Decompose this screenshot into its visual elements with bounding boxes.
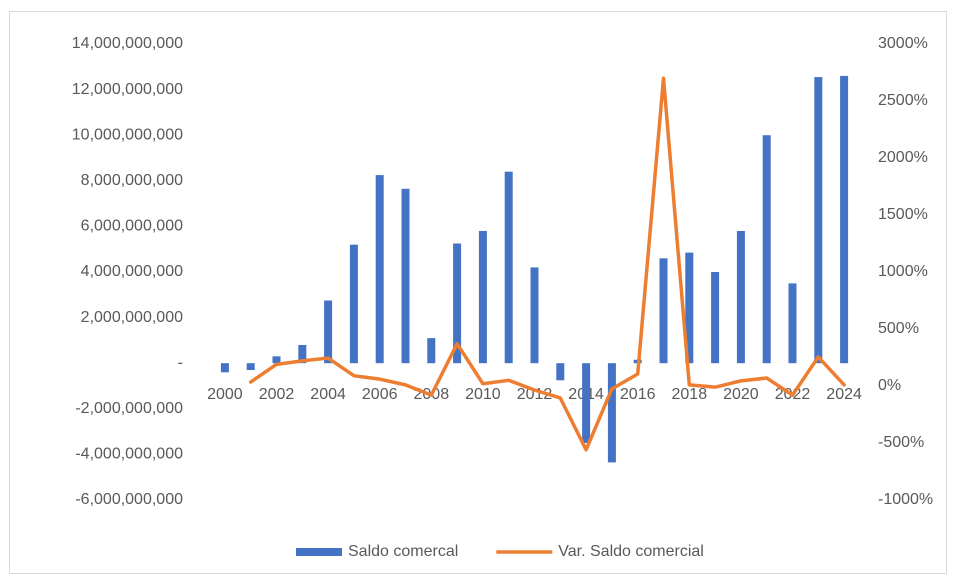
bar — [401, 188, 410, 364]
bar — [788, 283, 797, 364]
bar — [246, 363, 255, 371]
bar — [298, 344, 307, 364]
x-tick-label: 2016 — [620, 386, 656, 403]
y-tick-label: -2,000,000,000 — [75, 400, 183, 417]
y2-tick-label: 0% — [878, 377, 901, 394]
bar — [814, 77, 823, 364]
x-tick-label: 2018 — [672, 386, 708, 403]
legend-label: Saldo comercal — [348, 543, 458, 560]
bar — [582, 363, 591, 443]
bar — [220, 363, 229, 373]
bar — [478, 230, 487, 364]
x-tick-label: 2002 — [259, 386, 295, 403]
bar — [840, 75, 849, 364]
bar — [375, 175, 384, 364]
bar — [607, 363, 616, 463]
y-tick-label: 10,000,000,000 — [72, 126, 183, 143]
y-tick-label: -4,000,000,000 — [75, 446, 183, 463]
bar — [324, 300, 333, 364]
bar — [272, 356, 281, 364]
y-tick-label: 2,000,000,000 — [81, 309, 183, 326]
bar — [659, 258, 668, 364]
y2-tick-label: 1500% — [878, 206, 928, 223]
y2-tick-label: 3000% — [878, 35, 928, 52]
y2-tick-label: -500% — [878, 434, 924, 451]
x-tick-label: 2024 — [826, 386, 862, 403]
bar — [453, 243, 462, 364]
legend-swatch — [296, 548, 342, 556]
x-tick-label: 2006 — [362, 386, 398, 403]
bar — [556, 363, 565, 381]
y-tick-label: 6,000,000,000 — [81, 218, 183, 235]
x-tick-label: 2000 — [207, 386, 243, 403]
y-tick-label: - — [178, 354, 183, 371]
bar — [762, 135, 771, 364]
legend-label: Var. Saldo comercial — [558, 543, 704, 560]
x-tick-label: 2012 — [517, 386, 553, 403]
y2-tick-label: -1000% — [878, 491, 933, 508]
line — [248, 76, 846, 452]
bar — [427, 338, 436, 364]
y-tick-label: 12,000,000,000 — [72, 81, 183, 98]
y-tick-label: 8,000,000,000 — [81, 172, 183, 189]
bar — [530, 267, 539, 364]
x-tick-label: 2020 — [723, 386, 759, 403]
y2-tick-label: 1000% — [878, 263, 928, 280]
y-tick-label: 4,000,000,000 — [81, 263, 183, 280]
y2-tick-label: 2500% — [878, 92, 928, 109]
y-tick-label: 14,000,000,000 — [72, 35, 183, 52]
bar — [504, 171, 513, 364]
x-tick-label: 2004 — [310, 386, 346, 403]
y2-tick-label: 2000% — [878, 149, 928, 166]
bar — [685, 252, 694, 364]
y2-tick-label: 500% — [878, 320, 919, 337]
bar — [711, 272, 720, 364]
y-tick-label: -6,000,000,000 — [75, 491, 183, 508]
x-tick-label: 2010 — [465, 386, 501, 403]
bar — [736, 230, 745, 364]
bar — [349, 244, 358, 364]
